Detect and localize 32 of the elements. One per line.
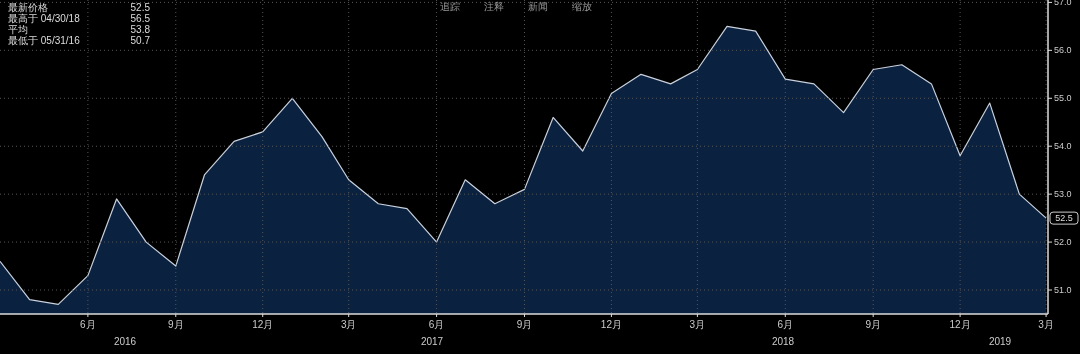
y-tick-label: 57.0: [1054, 0, 1072, 8]
x-tick-label: 3月: [340, 319, 357, 330]
text: 2019: [988, 336, 1012, 347]
x-tick-label: 12月: [949, 319, 971, 330]
y-tick-label: 56.0: [1054, 45, 1072, 56]
x-tick-label: 3月: [1038, 319, 1054, 330]
x-tick-label: 12月: [252, 319, 274, 330]
text: 2017: [420, 336, 444, 347]
y-tick-label: 55.0: [1054, 93, 1072, 104]
annotation: 缩放: [572, 1, 592, 12]
x-tick-label: 6月: [428, 319, 445, 330]
text: 最新价格 52.5: [8, 2, 150, 13]
text: 平均 53.8: [8, 24, 150, 35]
annotation: 追踪: [440, 1, 460, 12]
y-tick-label: 51.0: [1054, 285, 1072, 296]
x-tick-label: 9月: [168, 319, 184, 330]
y-tick-label: 54.0: [1054, 141, 1072, 152]
text: 2018: [771, 336, 795, 347]
text: 2016: [113, 336, 137, 347]
annotation: 注释: [484, 1, 504, 12]
text: 最低于 05/31/16 50.7: [8, 35, 150, 46]
text: 最高于 04/30/18 56.5: [8, 13, 150, 24]
y-tick-label: 53.0: [1054, 189, 1072, 200]
x-tick-label: 12月: [600, 319, 622, 330]
x-tick-label: 9月: [865, 319, 881, 330]
x-tick-label: 6月: [777, 319, 794, 330]
annotation: 新闻: [528, 1, 548, 12]
x-tick-label: 9月: [516, 319, 533, 330]
annotation: 52.5: [1055, 213, 1073, 224]
x-tick-label: 3月: [689, 319, 706, 330]
x-tick-label: 6月: [80, 319, 96, 330]
y-tick-label: 52.0: [1054, 237, 1072, 248]
